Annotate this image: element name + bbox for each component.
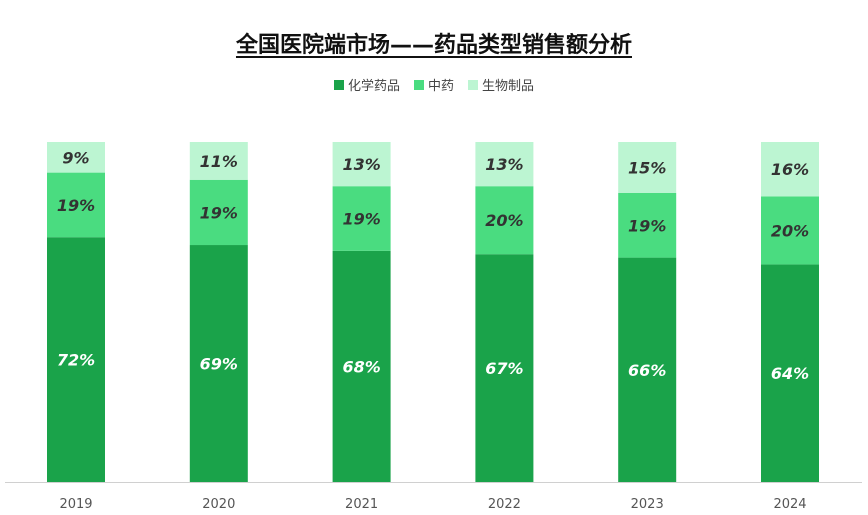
legend-swatch	[333, 79, 344, 90]
x-tick-label: 2024	[773, 497, 806, 512]
data-label: 19%	[342, 210, 380, 229]
chart-title: 全国医院端市场——药品类型销售额分析	[0, 27, 868, 59]
legend: 化学药品 中药 生物制品	[0, 75, 868, 94]
x-tick-label: 2021	[345, 497, 378, 512]
data-label: 15%	[628, 159, 666, 178]
legend-item[interactable]: 中药	[413, 75, 454, 94]
data-label: 67%	[485, 359, 523, 378]
bar-segment[interactable]	[332, 250, 391, 482]
bar-segment[interactable]	[189, 179, 248, 246]
data-label: 19%	[628, 216, 666, 235]
bar-segment[interactable]	[475, 186, 534, 255]
bar-segment[interactable]	[47, 172, 105, 238]
legend-swatch	[468, 79, 478, 90]
bar-segment[interactable]	[618, 257, 677, 482]
x-tick-label: 2020	[202, 497, 235, 512]
legend-label: 化学药品	[347, 79, 400, 94]
legend-label: 中药	[427, 79, 454, 94]
data-label: 66%	[628, 361, 666, 380]
data-label: 13%	[485, 155, 523, 174]
data-label: 68%	[342, 357, 380, 376]
data-label: 19%	[200, 203, 238, 222]
bar-segment[interactable]	[47, 142, 105, 173]
legend-label: 生物制品	[482, 79, 535, 94]
bar-segment[interactable]	[618, 193, 677, 258]
bar-segment[interactable]	[475, 142, 534, 187]
legend-swatch	[413, 79, 424, 90]
data-label: 20%	[485, 211, 523, 230]
bar-segment[interactable]	[761, 264, 819, 482]
data-label: 19%	[57, 196, 95, 215]
bar-segment[interactable]	[618, 142, 677, 193]
x-tick-label: 2023	[631, 497, 664, 512]
data-label: 64%	[771, 364, 809, 383]
data-label: 69%	[200, 355, 238, 374]
bar-segment[interactable]	[332, 142, 391, 187]
bar-segment[interactable]	[189, 142, 248, 180]
legend-item[interactable]: 化学药品	[333, 75, 400, 94]
x-tick-label: 2022	[488, 497, 521, 512]
data-label: 72%	[57, 351, 95, 370]
bar-segment[interactable]	[47, 237, 105, 482]
data-label: 16%	[771, 160, 809, 179]
data-label: 11%	[200, 152, 238, 171]
bar-segment[interactable]	[332, 186, 391, 251]
data-label: 9%	[62, 148, 89, 167]
bar-segment[interactable]	[189, 245, 248, 482]
data-label: 13%	[342, 155, 380, 174]
x-tick-label: 2019	[59, 497, 92, 512]
bar-segment[interactable]	[761, 196, 819, 265]
chart-title-text: 全国医院端市场——药品类型销售额分析	[235, 33, 632, 58]
bar-segment[interactable]	[761, 142, 819, 197]
legend-item[interactable]: 生物制品	[468, 75, 534, 94]
data-label: 20%	[771, 221, 809, 240]
bar-segment[interactable]	[475, 254, 534, 482]
